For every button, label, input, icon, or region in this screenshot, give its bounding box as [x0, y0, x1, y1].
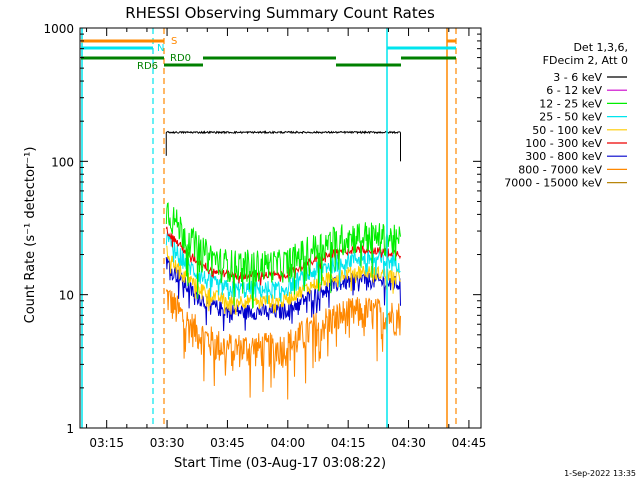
series-trace-0	[165, 130, 401, 135]
legend-label: 12 - 25 keV	[539, 97, 602, 110]
legend-label: 25 - 50 keV	[539, 111, 602, 124]
chart-title: RHESSI Observing Summary Count Rates	[125, 4, 435, 22]
plot-frame	[79, 27, 482, 429]
y-axis-label: Count Rate (s⁻¹ detector⁻¹)	[23, 147, 38, 324]
y-tick-label: 1	[66, 422, 74, 436]
series-trace-7	[165, 289, 401, 400]
x-tick-label: 03:30	[150, 436, 185, 450]
legend-label: 800 - 7000 keV	[518, 163, 602, 176]
x-tick-label: 03:45	[210, 436, 245, 450]
series-trace-2	[165, 202, 401, 310]
y-tick-label: 100	[51, 155, 74, 169]
x-axis: 03:15 03:30 03:45 04:00 04:15 04:30 04:45	[86, 28, 487, 450]
series-trace-4	[166, 245, 401, 316]
flag-label: S	[171, 36, 177, 47]
flag-label: N	[157, 43, 164, 54]
y-tick-label: 10	[59, 289, 74, 303]
x-tick-label: 04:45	[452, 436, 487, 450]
y-tick-label: 1000	[43, 22, 74, 36]
x-tick-label: 03:15	[89, 436, 124, 450]
attenuator-overlays: SN RD0 RD6	[81, 28, 457, 428]
legend-header: FDecim 2, Att 0	[543, 54, 628, 67]
series-trace-6	[165, 257, 401, 332]
legend-label: 7000 - 15000 keV	[504, 177, 602, 190]
legend-label: 3 - 6 keV	[553, 71, 602, 84]
flag-label: RD6	[137, 61, 158, 72]
x-axis-label: Start Time (03-Aug-17 03:08:22)	[174, 456, 386, 471]
x-tick-label: 04:30	[391, 436, 426, 450]
legend-header: Det 1,3,6,	[573, 41, 628, 54]
legend-label: 50 - 100 keV	[532, 124, 602, 137]
y-axis: 1 10 100 1000	[43, 22, 481, 436]
timestamp: 1-Sep-2022 13:35	[564, 469, 636, 478]
x-tick-label: 04:15	[331, 436, 366, 450]
x-tick-label: 04:00	[271, 436, 306, 450]
data-traces	[165, 130, 402, 400]
legend-label: 6 - 12 keV	[546, 84, 602, 97]
legend-label: 100 - 300 keV	[525, 137, 602, 150]
flag-label: RD0	[170, 53, 191, 64]
legend-label: 300 - 800 keV	[525, 150, 602, 163]
